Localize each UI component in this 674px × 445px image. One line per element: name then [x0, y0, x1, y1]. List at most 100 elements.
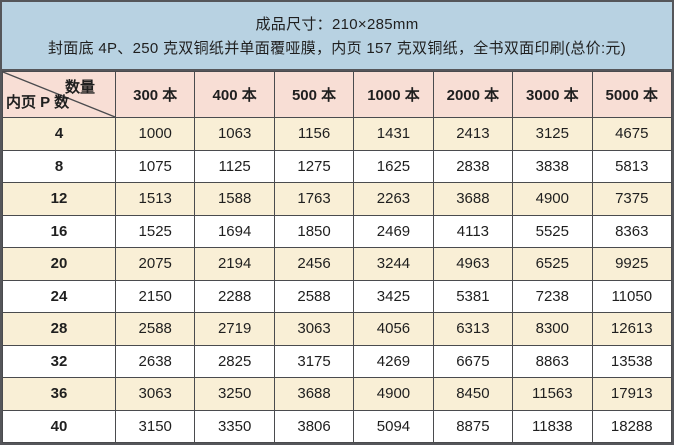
price-cell: 4269 [353, 344, 434, 378]
spec-line-size: 成品尺寸：210×285mm [255, 16, 419, 33]
price-cell: 8450 [432, 377, 514, 411]
price-cell: 2288 [194, 279, 275, 313]
table-row: 16 1525 1694 1850 2469 4113 5525 8363 [2, 214, 673, 248]
table-row: 8 1075 1125 1275 1625 2838 3838 5813 [2, 149, 673, 183]
row-header-pages: 20 [2, 247, 116, 281]
price-cell: 1075 [114, 149, 196, 183]
row-header-pages: 16 [2, 214, 116, 248]
column-header: 3000 本 [512, 71, 593, 118]
column-header: 5000 本 [591, 71, 673, 118]
spec-banner: 成品尺寸：210×285mm 封面底 4P、250 克双铜纸并单面覆哑膜，内页 … [2, 2, 672, 71]
price-cell: 7375 [591, 182, 673, 216]
price-cell: 2638 [114, 344, 196, 378]
column-header: 1000 本 [353, 71, 434, 118]
price-cell: 1525 [114, 214, 196, 248]
price-cell: 2719 [194, 312, 275, 346]
price-cell: 3688 [432, 182, 514, 216]
price-cell: 2075 [114, 247, 196, 281]
price-cell: 3125 [512, 117, 593, 151]
table-row: 32 2638 2825 3175 4269 6675 8863 13538 [2, 344, 673, 378]
price-cell: 1431 [353, 117, 434, 151]
price-cell: 1125 [194, 149, 275, 183]
table-row: 24 2150 2288 2588 3425 5381 7238 11050 [2, 279, 673, 313]
price-cell: 3150 [114, 409, 196, 443]
price-cell: 11563 [512, 377, 593, 411]
row-header-pages: 28 [2, 312, 116, 346]
price-cell: 3838 [512, 149, 593, 183]
price-cell: 2838 [432, 149, 514, 183]
price-cell: 1763 [273, 182, 355, 216]
price-cell: 3063 [273, 312, 355, 346]
price-cell: 1156 [273, 117, 355, 151]
price-cell: 4900 [353, 377, 434, 411]
column-header: 300 本 [114, 71, 196, 118]
price-cell: 2469 [353, 214, 434, 248]
price-cell: 1000 [114, 117, 196, 151]
corner-label-quantity: 数量 [64, 79, 95, 96]
table-row: 20 2075 2194 2456 3244 4963 6525 9925 [2, 247, 673, 281]
price-cell: 4675 [591, 117, 673, 151]
price-cell: 6675 [432, 344, 514, 378]
price-cell: 18288 [591, 409, 673, 443]
price-cell: 3244 [353, 247, 434, 281]
price-cell: 3425 [353, 279, 434, 313]
price-cell: 4963 [432, 247, 514, 281]
price-cell: 2150 [114, 279, 196, 313]
table-row: 12 1513 1588 1763 2263 3688 4900 7375 [2, 182, 673, 216]
price-cell: 1588 [194, 182, 275, 216]
price-cell: 8300 [512, 312, 593, 346]
price-cell: 1513 [114, 182, 196, 216]
price-cell: 17913 [591, 377, 673, 411]
diagonal-divider-line [3, 72, 115, 117]
price-cell: 5094 [353, 409, 434, 443]
price-cell: 3063 [114, 377, 196, 411]
price-cell: 11838 [512, 409, 593, 443]
table-row: 28 2588 2719 3063 4056 6313 8300 12613 [2, 312, 673, 346]
price-cell: 1850 [273, 214, 355, 248]
column-header: 500 本 [273, 71, 355, 118]
column-header: 400 本 [194, 71, 275, 118]
price-cell: 2456 [273, 247, 355, 281]
price-table-body: 4 1000 1063 1156 1431 2413 3125 4675 8 1075 1125 12… [2, 117, 673, 443]
price-cell: 5813 [591, 149, 673, 183]
row-header-pages: 8 [2, 149, 116, 183]
price-cell: 5381 [432, 279, 514, 313]
price-cell: 2194 [194, 247, 275, 281]
spec-line-paper: 封面底 4P、250 克双铜纸并单面覆哑膜，内页 157 克双铜纸，全书双面印刷… [47, 40, 627, 57]
price-cell: 4113 [432, 214, 514, 248]
price-cell: 2263 [353, 182, 434, 216]
corner-cell: 数量 内页 P 数 [2, 71, 116, 118]
price-cell: 13538 [591, 344, 673, 378]
price-cell: 3350 [194, 409, 275, 443]
price-cell: 9925 [591, 247, 673, 281]
row-header-pages: 12 [2, 182, 116, 216]
table-row: 36 3063 3250 3688 4900 8450 11563 17913 [2, 377, 673, 411]
price-cell: 2825 [194, 344, 275, 378]
row-header-pages: 40 [2, 409, 116, 443]
row-header-pages: 32 [2, 344, 116, 378]
table-row: 40 3150 3350 3806 5094 8875 11838 18288 [2, 409, 673, 443]
row-header-pages: 24 [2, 279, 116, 313]
price-cell: 1063 [194, 117, 275, 151]
row-header-pages: 36 [2, 377, 116, 411]
price-cell: 2413 [432, 117, 514, 151]
price-cell: 1275 [273, 149, 355, 183]
price-cell: 1694 [194, 214, 275, 248]
price-cell: 6525 [512, 247, 593, 281]
price-cell: 3175 [273, 344, 355, 378]
price-cell: 8875 [432, 409, 514, 443]
header-row: 数量 内页 P 数 300 本 400 本 500 本 1000 本 2000 本 300… [2, 71, 673, 118]
price-cell: 5525 [512, 214, 593, 248]
price-cell: 3806 [273, 409, 355, 443]
price-cell: 3250 [194, 377, 275, 411]
price-cell: 4900 [512, 182, 593, 216]
price-cell: 7238 [512, 279, 593, 313]
price-cell: 3688 [273, 377, 355, 411]
row-header-pages: 4 [2, 117, 116, 151]
corner-label-pages: 内页 P 数 [6, 94, 70, 111]
price-cell: 8863 [512, 344, 593, 378]
price-cell: 1625 [353, 149, 434, 183]
price-table: 数量 内页 P 数 300 本 400 本 500 本 1000 本 2000 本 300… [2, 71, 673, 443]
price-cell: 2588 [273, 279, 355, 313]
